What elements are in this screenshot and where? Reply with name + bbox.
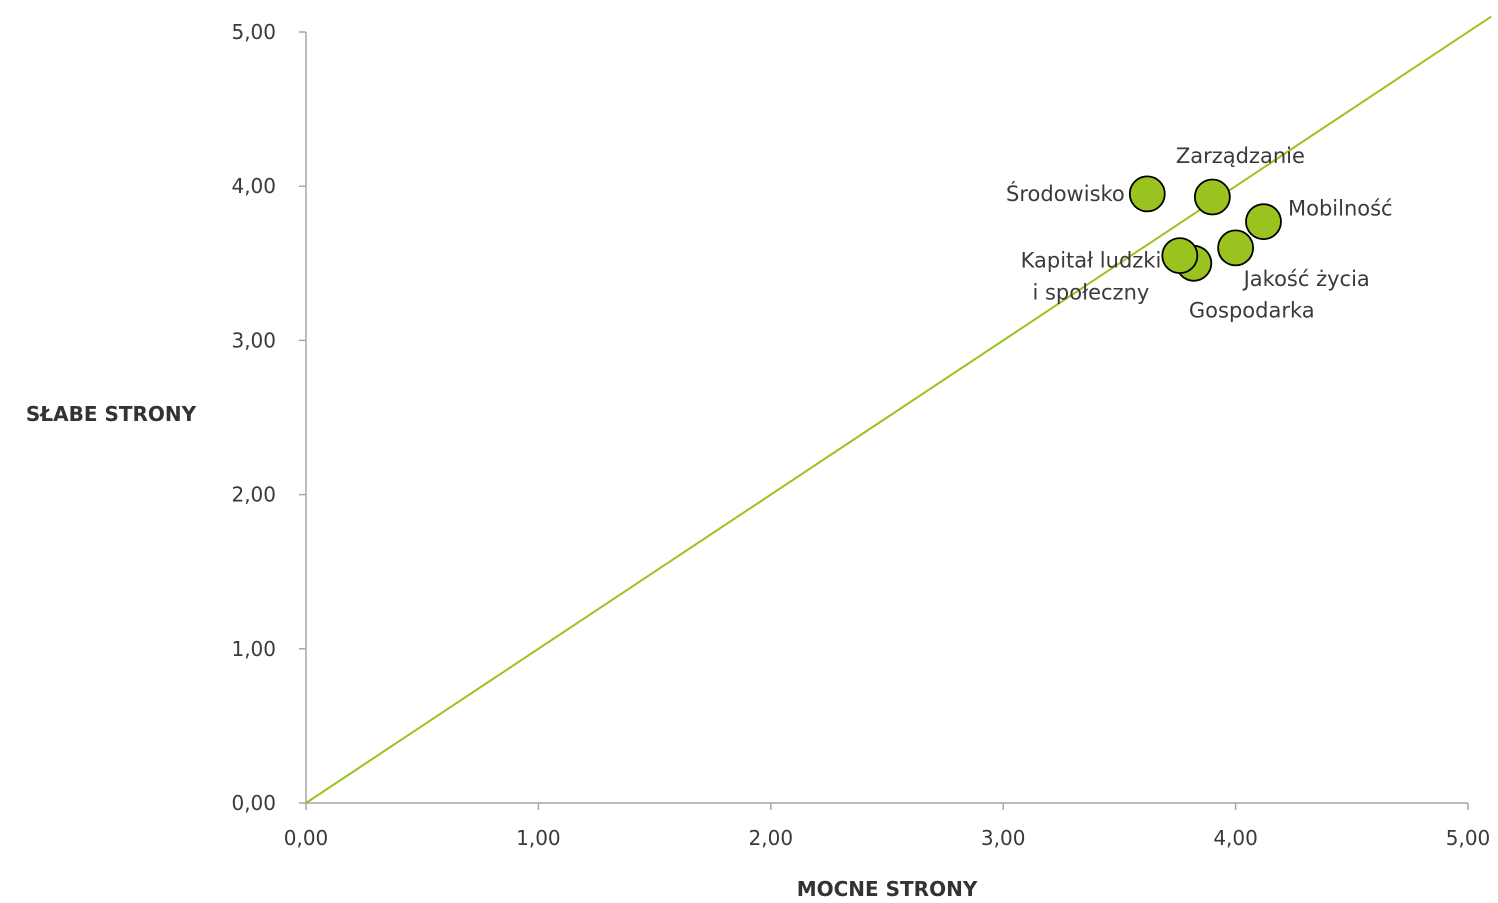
data-point xyxy=(1217,229,1254,267)
y-tick-label: 4,00 xyxy=(231,174,276,198)
x-tick-label: 1,00 xyxy=(516,826,561,850)
data-label: Środowisko xyxy=(1006,181,1125,206)
data-point xyxy=(1193,178,1231,216)
x-tick-label: 2,00 xyxy=(749,826,794,850)
axes xyxy=(305,32,1468,804)
data-point xyxy=(1161,237,1199,274)
ticks: 0,00 1,00 2,00 3,00 4,00 5,00 0,00 1,00 2,00 3,00… xyxy=(231,20,1490,850)
x-tick-label: 5,00 xyxy=(1446,826,1491,850)
data-point xyxy=(1245,203,1282,241)
data-label: Zarządzanie xyxy=(1176,144,1305,168)
reference-line-group xyxy=(305,15,1492,804)
x-tick-label: 4,00 xyxy=(1213,826,1258,850)
reference-line xyxy=(305,15,1492,804)
y-axis-title: SŁABE STRONY xyxy=(26,402,197,426)
x-axis-title: MOCNE STRONY xyxy=(797,877,978,901)
data-label: Jakość życia xyxy=(1242,267,1370,291)
y-tick-label: 5,00 xyxy=(231,20,276,44)
data-points xyxy=(1128,175,1282,282)
data-label: Gospodarka xyxy=(1189,298,1315,322)
y-tick-label: 2,00 xyxy=(231,483,276,507)
y-tick-label: 1,00 xyxy=(231,637,276,661)
point-labels: Środowisko Zarządzanie Mobilność Jakość życ… xyxy=(1006,144,1393,322)
data-label: Kapitał ludzki i społeczny xyxy=(1021,249,1162,305)
x-tick-label: 0,00 xyxy=(284,826,329,850)
x-tick-label: 3,00 xyxy=(981,826,1026,850)
y-tick-label: 3,00 xyxy=(231,328,276,352)
data-label: Mobilność xyxy=(1288,197,1393,221)
data-point xyxy=(1128,175,1166,213)
y-tick-label: 0,00 xyxy=(231,791,276,815)
